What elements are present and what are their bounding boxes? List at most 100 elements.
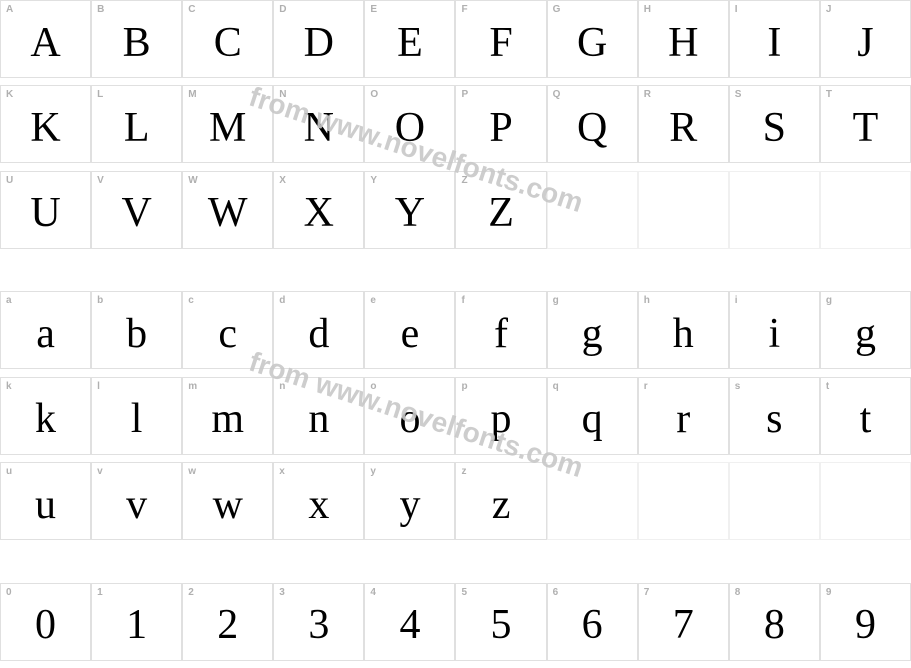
cell-label: 5 <box>461 587 467 598</box>
glyph-cell <box>820 171 911 249</box>
cell-glyph: n <box>308 398 329 440</box>
glyph-cell: DD <box>273 0 364 78</box>
spacer-cell <box>729 256 820 284</box>
cell-glyph: K <box>30 107 60 149</box>
cell-label: O <box>370 89 378 100</box>
glyph-cell: 99 <box>820 583 911 661</box>
cell-glyph: W <box>208 192 248 234</box>
cell-label: B <box>97 4 104 15</box>
cell-glyph: w <box>213 484 243 526</box>
font-character-map: AABBCCDDEEFFGGHHIIJJKKLLMMNNOOPPQQRRSSTT… <box>0 0 911 668</box>
spacer-cell <box>455 256 546 284</box>
cell-glyph: Q <box>577 107 607 149</box>
cell-label: g <box>553 295 559 306</box>
glyph-cell: zz <box>455 462 546 540</box>
glyph-cell: xx <box>273 462 364 540</box>
cell-glyph: h <box>673 313 694 355</box>
glyph-cell: gg <box>547 291 638 369</box>
cell-glyph: D <box>304 22 334 64</box>
spacer-cell <box>182 256 273 284</box>
cell-glyph: 3 <box>308 604 329 646</box>
glyph-cell: TT <box>820 85 911 163</box>
cell-label: P <box>461 89 468 100</box>
glyph-cell: ee <box>364 291 455 369</box>
glyph-cell <box>638 462 729 540</box>
spacer-cell <box>820 547 911 575</box>
cell-glyph: P <box>489 107 512 149</box>
cell-label: z <box>461 466 466 477</box>
cell-label: 4 <box>370 587 376 598</box>
spacer-cell <box>273 547 364 575</box>
cell-label: S <box>735 89 742 100</box>
cell-label: e <box>370 295 376 306</box>
glyph-cell: LL <box>91 85 182 163</box>
glyph-cell <box>729 462 820 540</box>
cell-label: g <box>826 295 832 306</box>
cell-label: k <box>6 381 12 392</box>
cell-label: 2 <box>188 587 194 598</box>
cell-label: F <box>461 4 467 15</box>
cell-label: Y <box>370 175 377 186</box>
cell-glyph: B <box>123 22 151 64</box>
spacer-cell <box>91 547 182 575</box>
glyph-cell: 00 <box>0 583 91 661</box>
cell-label: G <box>553 4 561 15</box>
glyph-cell: QQ <box>547 85 638 163</box>
cell-label: 8 <box>735 587 741 598</box>
cell-label: H <box>644 4 651 15</box>
glyph-cell: AA <box>0 0 91 78</box>
spacer-cell <box>638 547 729 575</box>
spacer-cell <box>0 547 91 575</box>
glyph-cell: uu <box>0 462 91 540</box>
glyph-cell: ff <box>455 291 546 369</box>
glyph-cell: SS <box>729 85 820 163</box>
cell-label: 7 <box>644 587 650 598</box>
cell-label: I <box>735 4 738 15</box>
spacer-cell <box>182 547 273 575</box>
glyph-cell: 44 <box>364 583 455 661</box>
cell-label: 3 <box>279 587 285 598</box>
cell-label: a <box>6 295 12 306</box>
cell-glyph: q <box>582 398 603 440</box>
cell-label: W <box>188 175 197 186</box>
glyph-cell: HH <box>638 0 729 78</box>
cell-glyph: i <box>769 313 781 355</box>
cell-glyph: 4 <box>399 604 420 646</box>
cell-label: i <box>735 295 738 306</box>
glyph-cell: WW <box>182 171 273 249</box>
cell-label: U <box>6 175 13 186</box>
cell-glyph: E <box>397 22 423 64</box>
glyph-cell: qq <box>547 377 638 455</box>
cell-label: L <box>97 89 103 100</box>
cell-glyph: 9 <box>855 604 876 646</box>
spacer-cell <box>273 256 364 284</box>
glyph-cell: KK <box>0 85 91 163</box>
glyph-cell: BB <box>91 0 182 78</box>
cell-label: C <box>188 4 195 15</box>
glyph-cell: 33 <box>273 583 364 661</box>
cell-glyph: u <box>35 484 56 526</box>
cell-label: f <box>461 295 464 306</box>
cell-label: Q <box>553 89 561 100</box>
cell-glyph: M <box>209 107 246 149</box>
cell-glyph: R <box>669 107 697 149</box>
glyph-cell: UU <box>0 171 91 249</box>
cell-label: t <box>826 381 829 392</box>
cell-glyph: I <box>767 22 781 64</box>
spacer-cell <box>820 256 911 284</box>
cell-glyph: J <box>857 22 873 64</box>
cell-label: l <box>97 381 100 392</box>
cell-glyph: S <box>763 107 786 149</box>
spacer-cell <box>91 256 182 284</box>
glyph-cell: vv <box>91 462 182 540</box>
cell-label: y <box>370 466 376 477</box>
glyph-cell: 22 <box>182 583 273 661</box>
cell-glyph: U <box>30 192 60 234</box>
cell-label: R <box>644 89 651 100</box>
cell-label: K <box>6 89 13 100</box>
cell-glyph: r <box>676 398 690 440</box>
glyph-cell: yy <box>364 462 455 540</box>
cell-label: m <box>188 381 197 392</box>
glyph-cell: kk <box>0 377 91 455</box>
cell-glyph: 2 <box>217 604 238 646</box>
